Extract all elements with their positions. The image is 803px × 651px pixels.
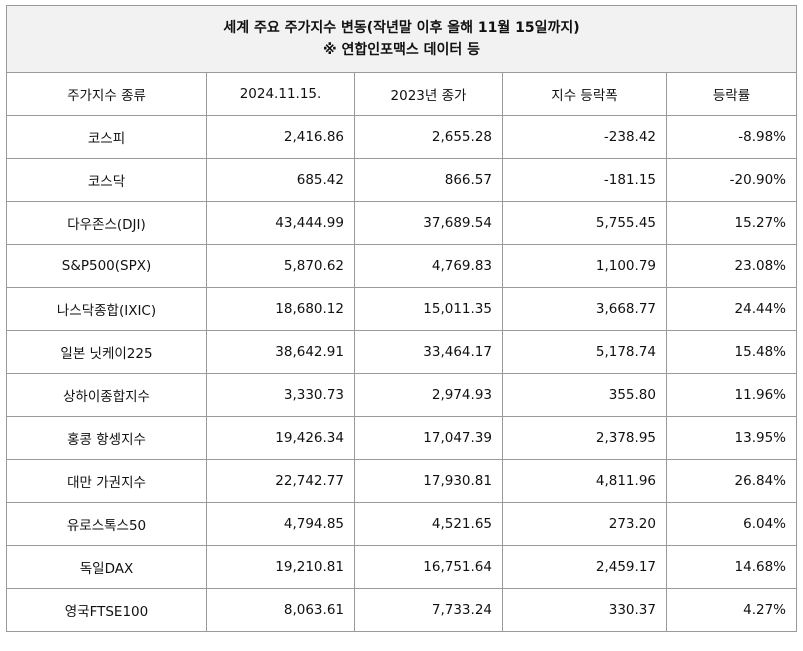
- table-row: 나스닥종합(IXIC) 18,680.12 15,011.35 3,668.77…: [6, 287, 798, 331]
- close-2023-value: 866.57: [354, 158, 503, 202]
- close-2023-value: 2,974.93: [354, 373, 503, 417]
- index-name: S&P500(SPX): [6, 244, 207, 288]
- table-row: 유로스톡스50 4,794.85 4,521.65 273.20 6.04%: [6, 502, 798, 546]
- table-row: 영국FTSE100 8,063.61 7,733.24 330.37 4.27%: [6, 588, 798, 632]
- table-row: 홍콩 항셍지수 19,426.34 17,047.39 2,378.95 13.…: [6, 416, 798, 460]
- current-value: 5,870.62: [206, 244, 355, 288]
- table-row: 코스피 2,416.86 2,655.28 -238.42 -8.98%: [6, 115, 798, 159]
- change-value: 4,811.96: [502, 459, 667, 503]
- header-change-rate: 등락률: [665, 72, 798, 116]
- change-rate-value: 26.84%: [665, 459, 798, 503]
- current-value: 19,210.81: [206, 545, 355, 589]
- change-rate-value: 15.48%: [665, 330, 798, 374]
- header-2023-close: 2023년 종가: [354, 72, 503, 116]
- change-rate-value: 4.27%: [665, 588, 798, 632]
- close-2023-value: 37,689.54: [354, 201, 503, 245]
- current-value: 2,416.86: [206, 115, 355, 159]
- table-row: S&P500(SPX) 5,870.62 4,769.83 1,100.79 2…: [6, 244, 798, 288]
- index-name: 홍콩 항셍지수: [6, 416, 207, 460]
- index-name: 대만 가권지수: [6, 459, 207, 503]
- header-change: 지수 등락폭: [502, 72, 667, 116]
- change-value: 330.37: [502, 588, 667, 632]
- change-value: 5,755.45: [502, 201, 667, 245]
- index-name: 영국FTSE100: [6, 588, 207, 632]
- stock-index-table: 세계 주요 주가지수 변동(작년말 이후 올해 11월 15일까지) ※ 연합인…: [5, 5, 798, 632]
- header-row: 주가지수 종류 2024.11.15. 2023년 종가 지수 등락폭 등락률: [6, 72, 798, 116]
- table-row: 독일DAX 19,210.81 16,751.64 2,459.17 14.68…: [6, 545, 798, 589]
- close-2023-value: 17,047.39: [354, 416, 503, 460]
- table-row: 코스닥 685.42 866.57 -181.15 -20.90%: [6, 158, 798, 202]
- index-name: 상하이종합지수: [6, 373, 207, 417]
- close-2023-value: 7,733.24: [354, 588, 503, 632]
- table-title: 세계 주요 주가지수 변동(작년말 이후 올해 11월 15일까지) ※ 연합인…: [5, 5, 798, 73]
- change-value: -181.15: [502, 158, 667, 202]
- change-value: 3,668.77: [502, 287, 667, 331]
- table-row: 일본 닛케이225 38,642.91 33,464.17 5,178.74 1…: [6, 330, 798, 374]
- table-row: 상하이종합지수 3,330.73 2,974.93 355.80 11.96%: [6, 373, 798, 417]
- index-name: 다우존스(DJI): [6, 201, 207, 245]
- change-rate-value: 15.27%: [665, 201, 798, 245]
- title-line-1: 세계 주요 주가지수 변동(작년말 이후 올해 11월 15일까지): [223, 20, 580, 36]
- table-row: 다우존스(DJI) 43,444.99 37,689.54 5,755.45 1…: [6, 201, 798, 245]
- index-name: 독일DAX: [6, 545, 207, 589]
- close-2023-value: 33,464.17: [354, 330, 503, 374]
- change-rate-value: 11.96%: [665, 373, 798, 417]
- current-value: 22,742.77: [206, 459, 355, 503]
- index-name: 코스닥: [6, 158, 207, 202]
- close-2023-value: 16,751.64: [354, 545, 503, 589]
- change-value: 5,178.74: [502, 330, 667, 374]
- close-2023-value: 17,930.81: [354, 459, 503, 503]
- change-rate-value: 13.95%: [665, 416, 798, 460]
- current-value: 8,063.61: [206, 588, 355, 632]
- change-rate-value: -20.90%: [665, 158, 798, 202]
- header-index-type: 주가지수 종류: [6, 72, 207, 116]
- current-value: 19,426.34: [206, 416, 355, 460]
- change-rate-value: -8.98%: [665, 115, 798, 159]
- index-name: 일본 닛케이225: [6, 330, 207, 374]
- change-value: 2,378.95: [502, 416, 667, 460]
- title-row: 세계 주요 주가지수 변동(작년말 이후 올해 11월 15일까지) ※ 연합인…: [5, 5, 798, 73]
- change-value: 355.80: [502, 373, 667, 417]
- close-2023-value: 4,769.83: [354, 244, 503, 288]
- title-line-2: ※ 연합인포맥스 데이터 등: [322, 42, 481, 58]
- current-value: 43,444.99: [206, 201, 355, 245]
- current-value: 18,680.12: [206, 287, 355, 331]
- change-rate-value: 24.44%: [665, 287, 798, 331]
- current-value: 38,642.91: [206, 330, 355, 374]
- index-name: 코스피: [6, 115, 207, 159]
- index-name: 나스닥종합(IXIC): [6, 287, 207, 331]
- current-value: 4,794.85: [206, 502, 355, 546]
- header-current-date: 2024.11.15.: [206, 72, 355, 116]
- current-value: 3,330.73: [206, 373, 355, 417]
- close-2023-value: 15,011.35: [354, 287, 503, 331]
- change-rate-value: 6.04%: [665, 502, 798, 546]
- change-value: 2,459.17: [502, 545, 667, 589]
- change-value: -238.42: [502, 115, 667, 159]
- index-name: 유로스톡스50: [6, 502, 207, 546]
- current-value: 685.42: [206, 158, 355, 202]
- close-2023-value: 4,521.65: [354, 502, 503, 546]
- change-rate-value: 23.08%: [665, 244, 798, 288]
- change-value: 1,100.79: [502, 244, 667, 288]
- table-row: 대만 가권지수 22,742.77 17,930.81 4,811.96 26.…: [6, 459, 798, 503]
- close-2023-value: 2,655.28: [354, 115, 503, 159]
- change-value: 273.20: [502, 502, 667, 546]
- change-rate-value: 14.68%: [665, 545, 798, 589]
